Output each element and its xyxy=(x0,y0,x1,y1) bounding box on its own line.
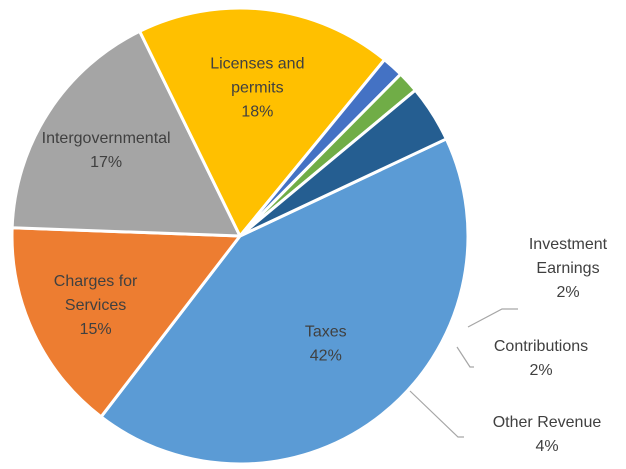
data-label-percent: 42% xyxy=(310,348,342,365)
pie-slice-licenses-and-permits xyxy=(138,6,387,238)
data-label-category: Investment xyxy=(529,236,608,253)
data-label-category: permits xyxy=(231,80,283,97)
data-label-investment-earnings: Investment Earnings 2% xyxy=(529,236,608,301)
data-label-intergovernmental: Intergovernmental 17% xyxy=(42,130,171,171)
data-label-category: Taxes xyxy=(305,324,347,341)
leader-line-contributions xyxy=(456,346,474,368)
data-label-percent: 15% xyxy=(80,321,112,338)
data-label-charges-for-services: Charges for Services 15% xyxy=(54,273,138,338)
pie-slice-other-revenue xyxy=(238,88,448,238)
data-label-other-revenue: Other Revenue 4% xyxy=(493,414,602,455)
data-label-contributions: Contributions 2% xyxy=(494,338,588,379)
data-label-percent: 2% xyxy=(529,362,552,379)
pie-slice-charges-for-services xyxy=(10,226,242,419)
leader-line-investment-earnings xyxy=(467,308,518,328)
data-label-category: Licenses and xyxy=(210,56,304,73)
data-label-category: Services xyxy=(65,297,126,314)
data-label-category: Contributions xyxy=(494,338,588,355)
data-label-category: Other Revenue xyxy=(493,414,602,431)
data-labels: Taxes 42% Charges for Services 15% Intergover… xyxy=(42,56,608,455)
data-label-percent: 18% xyxy=(241,104,273,121)
data-label-percent: 2% xyxy=(556,284,579,301)
data-label-category: Earnings xyxy=(536,260,599,277)
leader-line-other-revenue xyxy=(409,390,464,438)
data-label-taxes: Taxes 42% xyxy=(305,324,347,365)
data-label-category: Intergovernmental xyxy=(42,130,171,147)
leader-lines xyxy=(409,308,518,438)
data-label-percent: 17% xyxy=(90,154,122,171)
data-label-licenses-and-permits: Licenses and permits 18% xyxy=(210,56,304,121)
pie-slices xyxy=(10,6,470,466)
data-label-percent: 4% xyxy=(535,438,558,455)
data-label-category: Charges for xyxy=(54,273,138,290)
pie-slice-taxes xyxy=(99,137,470,466)
pie-slice-intergovernmental xyxy=(10,29,242,238)
